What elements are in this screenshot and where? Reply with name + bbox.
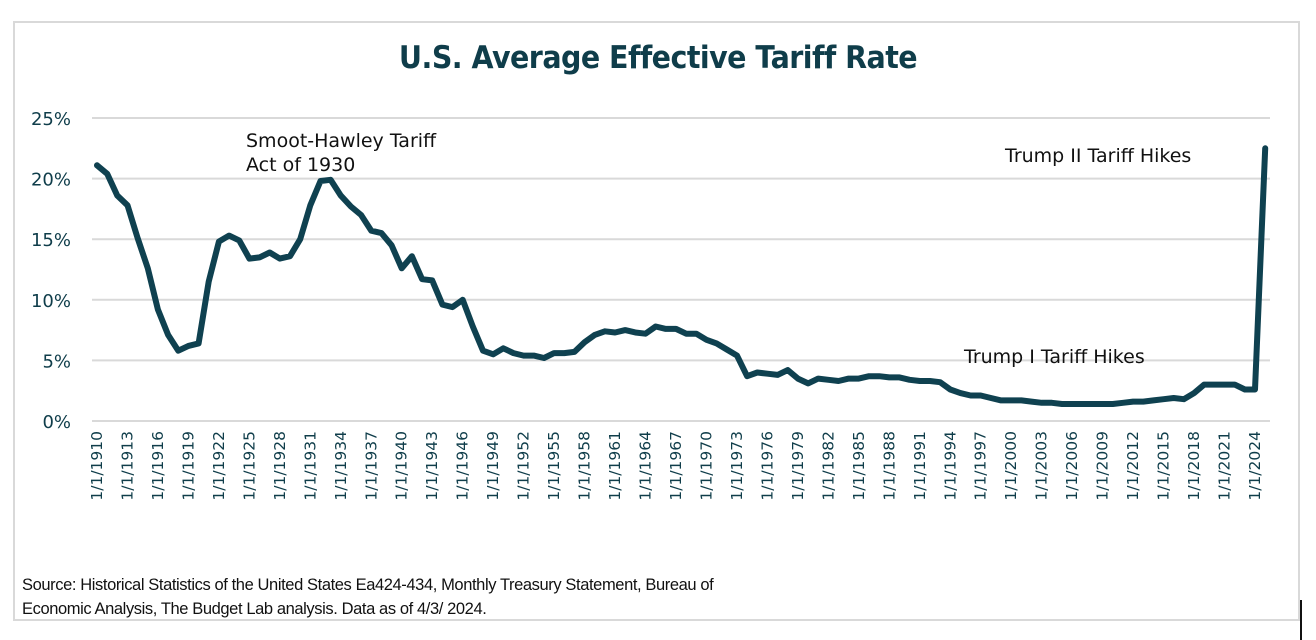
x-tick-label: 1/1/1925 [240, 431, 258, 501]
x-tick-label: 1/1/1997 [972, 431, 990, 501]
annotation-text: Trump II Tariff Hikes [1004, 145, 1191, 167]
x-tick-label: 1/1/1976 [758, 431, 776, 501]
y-tick-label: 25% [31, 109, 71, 130]
x-tick-label: 1/1/1919 [179, 431, 197, 501]
y-tick-label: 5% [42, 351, 71, 372]
x-tick-label: 1/1/1928 [271, 431, 289, 501]
chart-title: U.S. Average Effective Tariff Rate [398, 40, 918, 76]
x-tick-label: 1/1/1940 [393, 431, 411, 501]
x-tick-label: 1/1/2024 [1246, 431, 1264, 501]
y-tick-label: 15% [31, 230, 71, 251]
x-tick-label: 1/1/1994 [941, 431, 959, 501]
x-tick-label: 1/1/1943 [423, 431, 441, 501]
x-tick-label: 1/1/1985 [850, 431, 868, 501]
x-tick-label: 1/1/1913 [118, 431, 136, 501]
x-tick-label: 1/1/1967 [667, 431, 685, 501]
y-axis-ticks: 0% 5% 10% 15% 20% 25% [31, 109, 71, 433]
x-tick-label: 1/1/1952 [515, 431, 533, 501]
x-tick-label: 1/1/1973 [728, 431, 746, 501]
x-tick-label: 1/1/1964 [637, 431, 655, 501]
x-tick-label: 1/1/1991 [911, 431, 929, 501]
y-tick-label: 0% [42, 412, 71, 433]
x-tick-label: 1/1/1937 [362, 431, 380, 501]
x-tick-label: 1/1/1955 [545, 431, 563, 501]
chart-frame [13, 21, 1300, 621]
x-tick-label: 1/1/1988 [880, 431, 898, 501]
annotation-text: Act of 1930 [246, 154, 355, 176]
x-tick-label: 1/1/2003 [1033, 431, 1051, 501]
x-tick-label: 1/1/2012 [1124, 431, 1142, 501]
y-tick-label: 10% [31, 291, 71, 312]
x-tick-label: 1/1/2006 [1063, 431, 1081, 501]
x-tick-label: 1/1/2000 [1002, 431, 1020, 501]
source-line-1: Source: Historical Statistics of the Uni… [22, 576, 714, 594]
x-tick-label: 1/1/1922 [210, 431, 228, 501]
annotation-text: Trump I Tariff Hikes [963, 346, 1145, 368]
x-tick-label: 1/1/1910 [88, 431, 106, 501]
x-tick-label: 1/1/1931 [301, 431, 319, 501]
x-tick-label: 1/1/1961 [606, 431, 624, 501]
x-tick-label: 1/1/1982 [819, 431, 837, 501]
source-note: Source: Historical Statistics of the Uni… [22, 573, 1122, 621]
y-tick-label: 20% [31, 170, 71, 191]
x-tick-label: 1/1/1916 [149, 431, 167, 501]
x-tick-label: 1/1/1979 [789, 431, 807, 501]
x-tick-label: 1/1/1946 [454, 431, 472, 501]
x-tick-label: 1/1/1958 [576, 431, 594, 501]
x-tick-label: 1/1/2015 [1155, 431, 1173, 501]
x-tick-label: 1/1/2009 [1094, 431, 1112, 501]
x-axis-ticks: 1/1/1910 1/1/1913 1/1/1916 1/1/1919 1/1/1922… [88, 431, 1264, 501]
x-tick-label: 1/1/2021 [1216, 431, 1234, 501]
x-tick-label: 1/1/2018 [1185, 431, 1203, 501]
x-tick-label: 1/1/1934 [332, 431, 350, 501]
source-line-2: Economic Analysis, The Budget Lab analys… [22, 600, 487, 618]
x-tick-label: 1/1/1949 [484, 431, 502, 501]
edge-mark [1300, 600, 1302, 640]
series-layer [94, 145, 1269, 407]
annotation-text: Smoot-Hawley Tariff [246, 130, 437, 152]
x-tick-label: 1/1/1970 [697, 431, 715, 501]
series-line-tariff-rate [94, 145, 1269, 407]
gridlines [92, 117, 1270, 422]
